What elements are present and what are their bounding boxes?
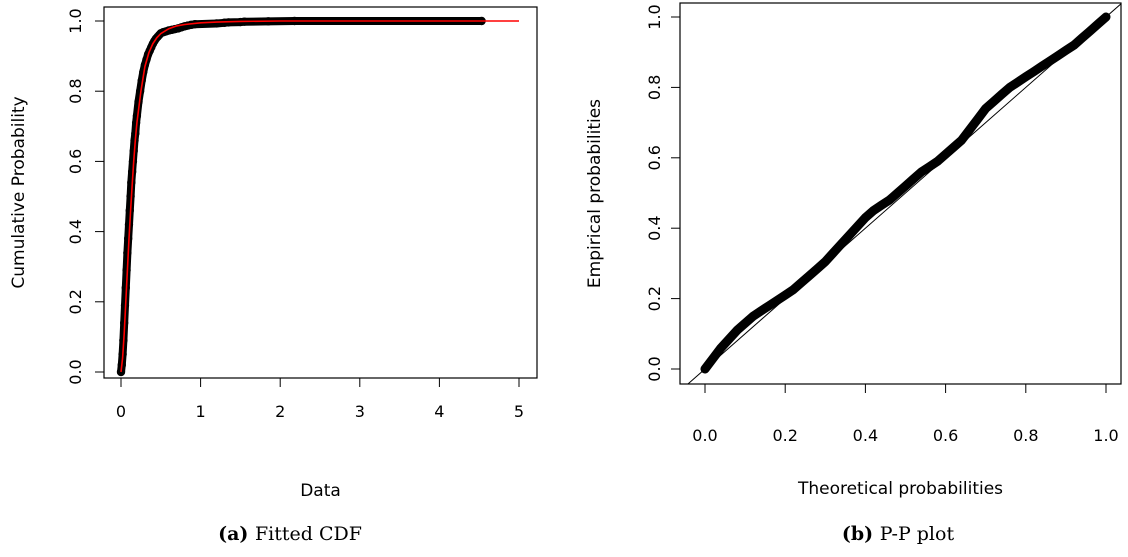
data-point: [917, 167, 926, 177]
x-tick-label: 0.4: [853, 426, 878, 445]
x-tick-label: 1: [196, 402, 206, 421]
data-point: [708, 354, 718, 363]
data-point: [724, 334, 734, 344]
x-axis-title: Data: [300, 481, 341, 501]
data-point: [1005, 83, 1014, 92]
data-point: [748, 312, 758, 321]
x-tick-label: 0.8: [1013, 426, 1038, 445]
data-point: [877, 201, 886, 210]
y-tick-label: 1.0: [645, 4, 664, 29]
data-point: [1093, 19, 1103, 29]
data-point: [1053, 51, 1063, 60]
data-point: [821, 257, 830, 266]
plot-area: [687, 3, 1121, 384]
data-point: [957, 135, 966, 145]
x-tick-label: 0.0: [692, 426, 717, 445]
y-tick-label: 1.0: [66, 8, 85, 33]
figure-caption: (a) Fitted CDF: [218, 523, 362, 545]
caption-tag: (b): [842, 523, 880, 545]
plot-frame: [103, 6, 538, 379]
y-tick-label: 0.0: [66, 359, 85, 384]
data-point: [1077, 33, 1087, 43]
data-point: [973, 114, 982, 124]
data-point: [893, 188, 902, 198]
data-point: [1101, 12, 1111, 22]
data-point: [781, 290, 790, 300]
data-point: [700, 364, 710, 374]
pp-plot-panel: 0.0 0.2 0.4 0.6 0.8 1.0 0.0 0.2 0.4 0.6 0.8 1.0 Theo…: [585, 2, 1122, 545]
y-axis-title: Empirical probabilities: [585, 99, 605, 288]
fitted-cdf-panel: 0 1 2 3 4 5 0.0 0.2 0.4 0.6 0.8 1.0 Data Cumulative P…: [9, 6, 538, 545]
data-point: [789, 285, 798, 294]
data-point: [989, 97, 998, 106]
caption-text: P-P plot: [880, 523, 955, 545]
data-point: [1029, 67, 1039, 76]
y-tick-label: 0.4: [645, 215, 664, 240]
data-point: [941, 150, 950, 159]
point-trace: [117, 17, 486, 376]
y-tick-label: 0.6: [645, 145, 664, 170]
data-point: [965, 125, 974, 134]
caption-tag: (a): [218, 523, 255, 545]
data-point: [1013, 77, 1022, 87]
data-point: [861, 213, 870, 222]
data-point: [1021, 72, 1031, 82]
x-tick-label: 4: [434, 402, 444, 421]
x-tick-label: 3: [355, 402, 365, 421]
y-tick-label: 0.4: [66, 219, 85, 244]
data-point: [869, 206, 878, 215]
data-point: [772, 296, 782, 305]
data-point: [901, 181, 910, 191]
data-point: [740, 319, 750, 328]
data-point: [180, 22, 189, 31]
data-point: [853, 222, 862, 231]
fitted-cdf-line: [120, 20, 519, 373]
x-tick-label: 5: [514, 402, 524, 421]
data-point: [805, 271, 814, 280]
y-tick-label: 0.8: [66, 78, 85, 103]
data-point: [732, 326, 742, 335]
x-tick-label: 0.2: [772, 426, 797, 445]
y-tick-label: 0.2: [66, 289, 85, 314]
plot-area: [116, 16, 519, 377]
figure-caption: (b) P-P plot: [842, 523, 955, 545]
y-tick-label: 0.8: [645, 75, 664, 100]
x-tick-label: 0.6: [933, 426, 958, 445]
data-point: [813, 264, 822, 273]
data-point: [933, 157, 942, 166]
caption-text: Fitted CDF: [255, 523, 362, 545]
y-tick-label: 0.0: [645, 356, 664, 381]
plot-frame: [679, 2, 1122, 385]
x-axis-title: Theoretical probabilities: [797, 479, 1003, 499]
data-point: [1037, 62, 1047, 71]
data-point: [925, 162, 934, 171]
data-point: [909, 174, 918, 184]
data-point: [981, 104, 990, 113]
data-point: [716, 343, 726, 353]
data-point: [1085, 26, 1095, 36]
y-axis-title: Cumulative Probability: [9, 96, 29, 288]
x-tick-label: 2: [275, 402, 285, 421]
data-point: [764, 301, 774, 310]
data-point: [845, 231, 854, 240]
data-point: [837, 239, 846, 249]
x-tick-label: 0: [116, 402, 126, 421]
data-point: [885, 195, 894, 205]
data-point: [1045, 56, 1055, 66]
data-point: [1069, 40, 1079, 50]
y-tick-label: 0.6: [66, 149, 85, 174]
data-point: [212, 19, 221, 28]
data-point: [797, 278, 806, 287]
y-tick-label: 0.2: [645, 286, 664, 311]
data-point: [756, 306, 766, 316]
data-point: [829, 248, 838, 258]
data-point: [997, 90, 1006, 99]
data-point: [949, 143, 958, 152]
x-tick-label: 1.0: [1093, 426, 1118, 445]
data-point: [1061, 46, 1071, 55]
